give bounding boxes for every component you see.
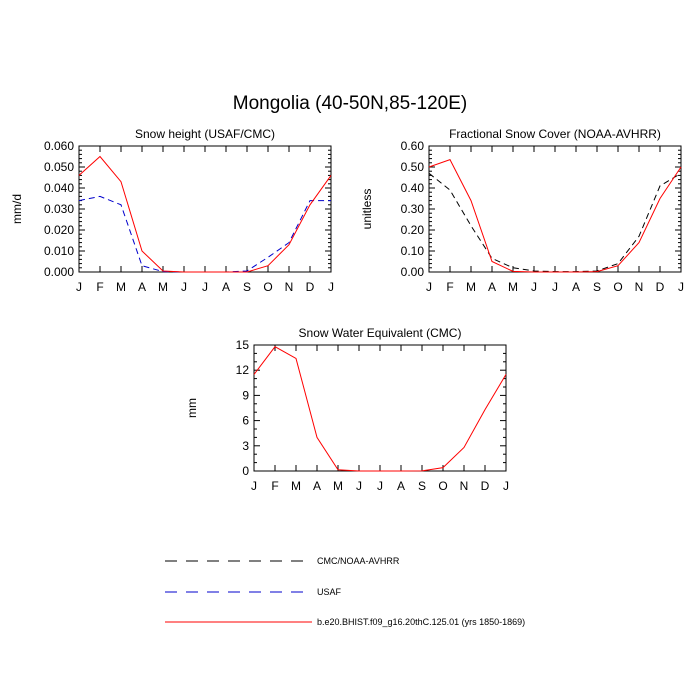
y-tick-label: 0.10 <box>401 244 425 258</box>
y-tick-label: 0 <box>242 464 249 478</box>
x-tick-label: F <box>96 280 103 294</box>
y-tick-label: 0.000 <box>44 265 74 279</box>
x-tick-label: M <box>158 280 168 294</box>
x-tick-label: N <box>635 280 644 294</box>
y-tick-label: 0.20 <box>401 223 425 237</box>
y-tick-label: 15 <box>236 338 250 352</box>
y-tick-label: 6 <box>242 414 249 428</box>
y-tick-label: 0.60 <box>401 139 425 153</box>
x-tick-label: D <box>656 280 665 294</box>
series-line-model <box>428 159 682 273</box>
x-tick-label: A <box>313 479 321 493</box>
x-tick-label: J <box>202 280 208 294</box>
x-tick-label: N <box>460 479 469 493</box>
x-tick-label: J <box>531 280 537 294</box>
x-tick-label: M <box>116 280 126 294</box>
y-tick-label: 0.40 <box>401 181 425 195</box>
y-tick-label: 0.50 <box>401 160 425 174</box>
x-tick-label: A <box>138 280 146 294</box>
y-axis-label: mm <box>185 398 199 418</box>
chart-title: Snow Water Equivalent (CMC) <box>299 326 462 340</box>
y-tick-label: 12 <box>236 363 250 377</box>
x-tick-label: D <box>481 479 490 493</box>
x-tick-label: J <box>377 479 383 493</box>
x-tick-label: M <box>291 479 301 493</box>
y-tick-label: 0.010 <box>44 244 74 258</box>
x-tick-label: N <box>285 280 294 294</box>
y-tick-label: 3 <box>242 439 249 453</box>
x-tick-label: M <box>333 479 343 493</box>
x-tick-label: A <box>488 280 496 294</box>
x-tick-label: F <box>271 479 278 493</box>
x-tick-label: J <box>76 280 82 294</box>
x-tick-label: J <box>552 280 558 294</box>
x-tick-label: A <box>397 479 405 493</box>
x-tick-label: O <box>263 280 272 294</box>
plot-frame <box>253 344 507 472</box>
figure-title: Mongolia (40-50N,85-120E) <box>232 93 468 114</box>
x-tick-label: S <box>418 479 426 493</box>
x-tick-label: M <box>466 280 476 294</box>
chart-title: Fractional Snow Cover (NOAA-AVHRR) <box>449 127 661 141</box>
y-tick-label: 0.030 <box>44 202 74 216</box>
x-tick-label: J <box>328 280 334 294</box>
chart-title: Snow height (USAF/CMC) <box>135 127 275 141</box>
x-tick-label: J <box>678 280 684 294</box>
series-line-model <box>253 346 507 472</box>
y-tick-label: 9 <box>242 388 249 402</box>
x-tick-label: S <box>593 280 601 294</box>
x-tick-label: J <box>503 479 509 493</box>
x-tick-label: O <box>613 280 622 294</box>
x-tick-label: A <box>572 280 580 294</box>
y-tick-label: 0.050 <box>44 160 74 174</box>
series-line-model <box>78 155 332 273</box>
y-tick-label: 0.00 <box>401 265 425 279</box>
x-tick-label: M <box>508 280 518 294</box>
x-tick-label: J <box>426 280 432 294</box>
y-tick-label: 0.020 <box>44 223 74 237</box>
y-tick-label: 0.060 <box>44 139 74 153</box>
x-tick-label: J <box>251 479 257 493</box>
y-axis-label: unitless <box>360 189 374 230</box>
x-tick-label: D <box>306 280 315 294</box>
y-tick-label: 0.040 <box>44 181 74 195</box>
y-tick-label: 0.30 <box>401 202 425 216</box>
x-tick-label: S <box>243 280 251 294</box>
y-axis-label: mm/d <box>10 194 24 224</box>
x-tick-label: F <box>446 280 453 294</box>
x-tick-label: J <box>356 479 362 493</box>
x-tick-label: O <box>438 479 447 493</box>
x-tick-label: A <box>222 280 230 294</box>
x-tick-label: J <box>181 280 187 294</box>
